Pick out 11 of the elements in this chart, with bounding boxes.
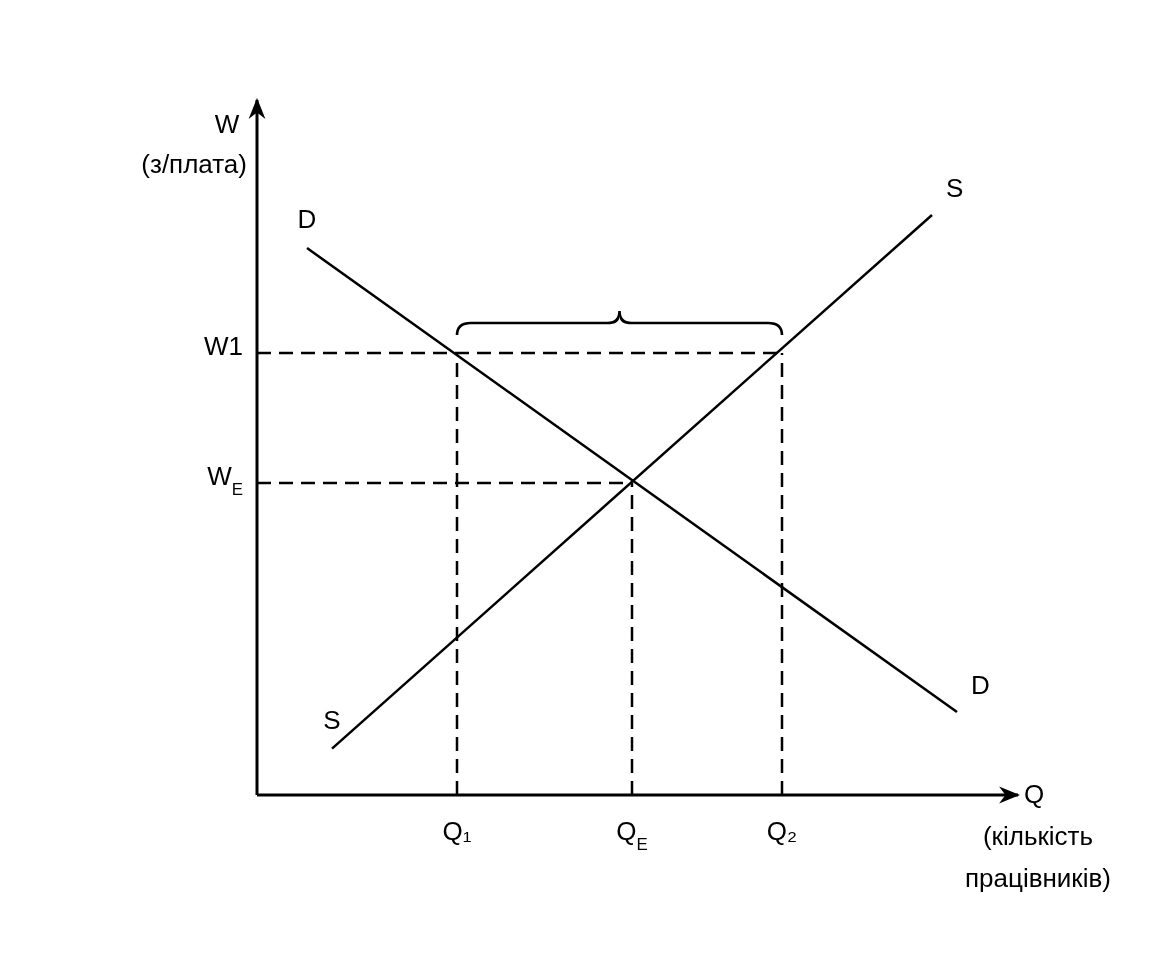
y-axis-title: W (з/плата) <box>141 109 247 179</box>
x-tick-label: Q₁ <box>442 816 472 846</box>
x-tick-label: Q₂ <box>766 816 798 846</box>
ref-line-label: W$_{E}$ <box>207 460 243 499</box>
text: S <box>946 173 964 203</box>
series-label: D <box>297 204 317 235</box>
x-axis-title: Q (кількість працівників) <box>965 779 1111 893</box>
series-label: S <box>323 704 341 735</box>
x-tick-label: Q$_{E}$ <box>616 816 648 854</box>
text: D <box>971 670 990 701</box>
ref-line-label: W1 <box>204 331 243 362</box>
